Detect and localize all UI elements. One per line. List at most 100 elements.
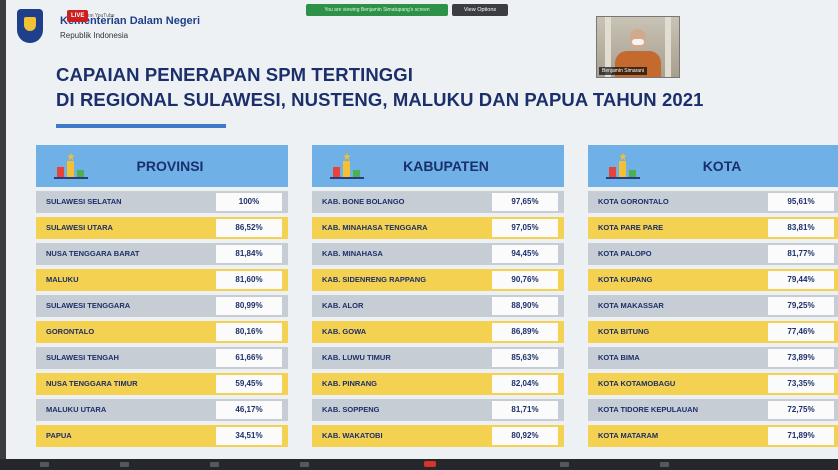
podium-step bbox=[67, 161, 74, 177]
live-platform-label: on YouTube bbox=[88, 13, 115, 19]
achievement-value: 72,75% bbox=[768, 400, 834, 419]
achievement-value: 73,89% bbox=[768, 348, 834, 367]
region-name: NUSA TENGGARA TIMUR bbox=[46, 378, 138, 388]
panel-header: ★ KOTA bbox=[588, 145, 838, 187]
notification-badge bbox=[424, 461, 436, 467]
region-name: KAB. GOWA bbox=[322, 326, 367, 336]
ranking-row: KAB. SIDENRENG RAPPANG 90,76% bbox=[312, 268, 564, 291]
taskbar-icon[interactable] bbox=[660, 462, 669, 467]
taskbar-icon[interactable] bbox=[560, 462, 569, 467]
region-name: KOTA BITUNG bbox=[598, 326, 650, 336]
ranking-row: KOTA PALOPO 81,77% bbox=[588, 242, 838, 265]
ranking-row: KAB. ALOR 88,90% bbox=[312, 294, 564, 317]
ranking-row: KAB. SOPPENG 81,71% bbox=[312, 398, 564, 421]
star-icon: ★ bbox=[342, 152, 352, 163]
podium-step bbox=[609, 167, 616, 177]
achievement-value: 59,45% bbox=[216, 374, 282, 393]
achievement-value: 86,52% bbox=[216, 218, 282, 237]
achievement-value: 90,76% bbox=[492, 270, 558, 289]
ranking-row: SULAWESI TENGAH 61,66% bbox=[36, 346, 288, 369]
achievement-value: 94,45% bbox=[492, 244, 558, 263]
podium-base bbox=[54, 177, 88, 179]
ranking-row: SULAWESI UTARA 86,52% bbox=[36, 216, 288, 239]
panel-header: ★ PROVINSI bbox=[36, 145, 288, 187]
region-name: PAPUA bbox=[46, 430, 72, 440]
achievement-value: 73,35% bbox=[768, 374, 834, 393]
region-name: KAB. WAKATOBI bbox=[322, 430, 383, 440]
ranking-row: KAB. GOWA 86,89% bbox=[312, 320, 564, 343]
logo-emblem bbox=[24, 17, 36, 31]
region-name: KAB. MINAHASA bbox=[322, 248, 383, 258]
ranking-row: PAPUA 34,51% bbox=[36, 424, 288, 447]
achievement-value: 80,16% bbox=[216, 322, 282, 341]
region-name: KOTA MATARAM bbox=[598, 430, 659, 440]
panel-title: PROVINSI bbox=[136, 158, 204, 174]
podium-icon: ★ bbox=[330, 153, 364, 179]
achievement-value: 81,77% bbox=[768, 244, 834, 263]
region-name: KOTA KOTAMOBAGU bbox=[598, 378, 676, 388]
ranking-row: KOTA TIDORE KEPULAUAN 72,75% bbox=[588, 398, 838, 421]
podium-step bbox=[343, 161, 350, 177]
ranking-row: KAB. PINRANG 82,04% bbox=[312, 372, 564, 395]
achievement-value: 86,89% bbox=[492, 322, 558, 341]
participant-video[interactable]: Benjamin Simarani bbox=[596, 16, 680, 78]
podium-step bbox=[57, 167, 64, 177]
ranking-row: KOTA KUPANG 79,44% bbox=[588, 268, 838, 291]
panel-provinsi: ★ PROVINSI SULAWESI SELATAN 100% SULAWESI UT… bbox=[36, 145, 288, 447]
achievement-value: 34,51% bbox=[216, 426, 282, 445]
panel-title: KOTA bbox=[702, 158, 742, 174]
panel-title: KABUPATEN bbox=[403, 158, 489, 174]
region-name: KAB. PINRANG bbox=[322, 378, 378, 388]
region-name: MALUKU bbox=[46, 274, 79, 284]
region-name: GORONTALO bbox=[46, 326, 95, 336]
podium-step bbox=[333, 167, 340, 177]
star-icon: ★ bbox=[618, 152, 628, 163]
region-name: NUSA TENGGARA BARAT bbox=[46, 248, 140, 258]
taskbar bbox=[0, 459, 838, 470]
ranking-row: KAB. WAKATOBI 80,92% bbox=[312, 424, 564, 447]
background-pillar bbox=[605, 17, 611, 77]
ranking-row: NUSA TENGGARA TIMUR 59,45% bbox=[36, 372, 288, 395]
achievement-value: 80,99% bbox=[216, 296, 282, 315]
presentation-screen: Kementerian Dalam Negeri Republik Indone… bbox=[6, 0, 838, 462]
title-underline bbox=[56, 124, 226, 128]
region-name: KAB. LUWU TIMUR bbox=[322, 352, 391, 362]
region-name: KOTA PARE PARE bbox=[598, 222, 664, 232]
achievement-value: 80,92% bbox=[492, 426, 558, 445]
achievement-value: 97,65% bbox=[492, 192, 558, 211]
achievement-value: 81,84% bbox=[216, 244, 282, 263]
podium-icon: ★ bbox=[606, 153, 640, 179]
panel-kabupaten: ★ KABUPATEN KAB. BONE BOLANGO 97,65% KAB. MI… bbox=[312, 145, 564, 447]
region-name: SULAWESI TENGGARA bbox=[46, 300, 131, 310]
taskbar-icon[interactable] bbox=[40, 462, 49, 467]
ranking-row: KOTA PARE PARE 83,81% bbox=[588, 216, 838, 239]
achievement-value: 81,60% bbox=[216, 270, 282, 289]
ranking-row: KOTA BIMA 73,89% bbox=[588, 346, 838, 369]
region-name: SULAWESI TENGAH bbox=[46, 352, 119, 362]
achievement-value: 79,44% bbox=[768, 270, 834, 289]
achievement-value: 100% bbox=[216, 192, 282, 211]
podium-step bbox=[353, 170, 360, 177]
achievement-value: 71,89% bbox=[768, 426, 834, 445]
achievement-value: 81,71% bbox=[492, 400, 558, 419]
ranking-row: MALUKU 81,60% bbox=[36, 268, 288, 291]
view-options-button[interactable]: View Options bbox=[452, 4, 508, 16]
panel-kota: ★ KOTA KOTA GORONTALO 95,61% KOTA PARE PARE 8… bbox=[588, 145, 838, 447]
star-icon: ★ bbox=[66, 152, 76, 163]
slide-title-line2: DI REGIONAL SULAWESI, NUSTENG, MALUKU DA… bbox=[56, 89, 704, 110]
achievement-value: 83,81% bbox=[768, 218, 834, 237]
taskbar-icon[interactable] bbox=[120, 462, 129, 467]
region-name: KOTA PALOPO bbox=[598, 248, 652, 258]
region-name: KOTA TIDORE KEPULAUAN bbox=[598, 404, 698, 414]
achievement-value: 61,66% bbox=[216, 348, 282, 367]
participant-name-tag: Benjamin Simarani bbox=[599, 67, 647, 75]
region-name: KAB. ALOR bbox=[322, 300, 364, 310]
org-name: Kementerian Dalam Negeri bbox=[60, 15, 200, 27]
region-name: SULAWESI UTARA bbox=[46, 222, 113, 232]
panel-header: ★ KABUPATEN bbox=[312, 145, 564, 187]
taskbar-icon[interactable] bbox=[300, 462, 309, 467]
taskbar-icon[interactable] bbox=[210, 462, 219, 467]
podium-icon: ★ bbox=[54, 153, 88, 179]
region-name: KAB. SOPPENG bbox=[322, 404, 380, 414]
ranking-row: KAB. MINAHASA 94,45% bbox=[312, 242, 564, 265]
